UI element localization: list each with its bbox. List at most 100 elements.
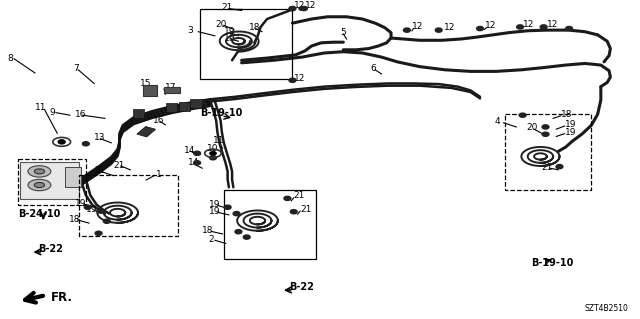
Ellipse shape: [95, 231, 102, 235]
Ellipse shape: [235, 230, 242, 234]
Text: SZT4B2510: SZT4B2510: [585, 304, 629, 313]
Text: 18: 18: [249, 23, 260, 32]
Text: B-24-10: B-24-10: [18, 209, 60, 219]
Bar: [18, 159, 86, 205]
Text: 21: 21: [94, 166, 106, 175]
Text: 3: 3: [188, 26, 193, 35]
Ellipse shape: [556, 165, 563, 169]
Text: 19: 19: [86, 205, 97, 214]
Ellipse shape: [84, 205, 91, 209]
Bar: [224, 190, 316, 259]
Text: 18: 18: [202, 226, 214, 234]
Bar: [79, 174, 178, 236]
Ellipse shape: [104, 219, 110, 223]
Text: 12: 12: [294, 74, 305, 83]
Ellipse shape: [243, 235, 250, 239]
Polygon shape: [133, 109, 145, 118]
Text: 19: 19: [224, 27, 236, 36]
Text: 11: 11: [35, 103, 47, 112]
Bar: [20, 162, 79, 199]
Circle shape: [35, 182, 45, 188]
Ellipse shape: [284, 196, 291, 200]
Text: 16: 16: [152, 116, 164, 125]
Text: 15: 15: [140, 79, 152, 88]
Bar: [164, 87, 180, 93]
Text: 12: 12: [294, 1, 305, 10]
Ellipse shape: [58, 140, 65, 144]
Ellipse shape: [540, 25, 547, 29]
Text: B-19-10: B-19-10: [200, 108, 243, 118]
Polygon shape: [166, 103, 177, 112]
Text: 17: 17: [165, 83, 177, 93]
Text: 10: 10: [207, 144, 218, 153]
Text: 14: 14: [188, 158, 199, 167]
Ellipse shape: [542, 132, 549, 136]
Ellipse shape: [291, 210, 297, 214]
Ellipse shape: [542, 125, 549, 129]
Text: 12: 12: [547, 20, 558, 29]
Polygon shape: [190, 99, 202, 108]
Text: 19: 19: [209, 207, 220, 216]
Bar: [506, 114, 591, 190]
Ellipse shape: [194, 151, 200, 155]
Text: 7: 7: [73, 64, 79, 73]
Ellipse shape: [289, 7, 296, 10]
Text: 21: 21: [300, 205, 312, 214]
Text: 5: 5: [340, 28, 346, 37]
Text: 12: 12: [412, 22, 424, 32]
Text: 21: 21: [294, 191, 305, 200]
Text: 21: 21: [113, 160, 125, 169]
Circle shape: [28, 179, 51, 191]
Text: 19: 19: [564, 128, 576, 137]
Ellipse shape: [566, 26, 572, 31]
Circle shape: [58, 140, 65, 144]
Text: 8: 8: [8, 54, 13, 63]
Polygon shape: [137, 126, 156, 137]
Circle shape: [210, 152, 216, 155]
Ellipse shape: [299, 7, 305, 10]
Ellipse shape: [289, 6, 296, 11]
Ellipse shape: [97, 209, 104, 213]
Text: 20: 20: [215, 20, 227, 29]
Text: 21: 21: [221, 4, 232, 12]
Text: 19: 19: [75, 199, 86, 208]
Text: 19: 19: [564, 120, 576, 129]
Text: 4: 4: [495, 117, 500, 126]
Ellipse shape: [477, 26, 483, 31]
Ellipse shape: [194, 161, 200, 165]
Polygon shape: [179, 102, 190, 111]
Text: 9: 9: [49, 108, 55, 116]
Text: 14: 14: [184, 145, 196, 155]
Text: 19: 19: [224, 33, 236, 42]
Ellipse shape: [519, 113, 526, 117]
Text: B-22: B-22: [38, 243, 63, 254]
Text: 12: 12: [523, 20, 534, 29]
Text: 18: 18: [68, 214, 80, 224]
Text: 11: 11: [213, 136, 225, 145]
Ellipse shape: [224, 205, 231, 209]
Bar: [143, 85, 157, 96]
Text: 20: 20: [527, 123, 538, 132]
Text: 1: 1: [156, 170, 161, 179]
Text: B-19-10: B-19-10: [531, 258, 573, 269]
Ellipse shape: [403, 28, 410, 32]
Ellipse shape: [209, 156, 216, 160]
Bar: [65, 167, 81, 187]
Text: 18: 18: [561, 110, 572, 119]
Text: 6: 6: [370, 64, 376, 73]
Circle shape: [35, 169, 45, 174]
Text: 21: 21: [541, 163, 553, 172]
Text: FR.: FR.: [51, 291, 73, 304]
Text: 12: 12: [444, 23, 455, 32]
Ellipse shape: [83, 142, 89, 146]
Ellipse shape: [435, 28, 442, 32]
Text: 19: 19: [209, 200, 220, 209]
Ellipse shape: [289, 78, 296, 82]
Ellipse shape: [516, 25, 524, 29]
Ellipse shape: [301, 6, 307, 11]
Bar: [200, 10, 292, 79]
Text: 12: 12: [305, 1, 317, 10]
Circle shape: [28, 166, 51, 177]
Text: B-22: B-22: [289, 282, 314, 292]
Text: 12: 12: [484, 21, 496, 30]
